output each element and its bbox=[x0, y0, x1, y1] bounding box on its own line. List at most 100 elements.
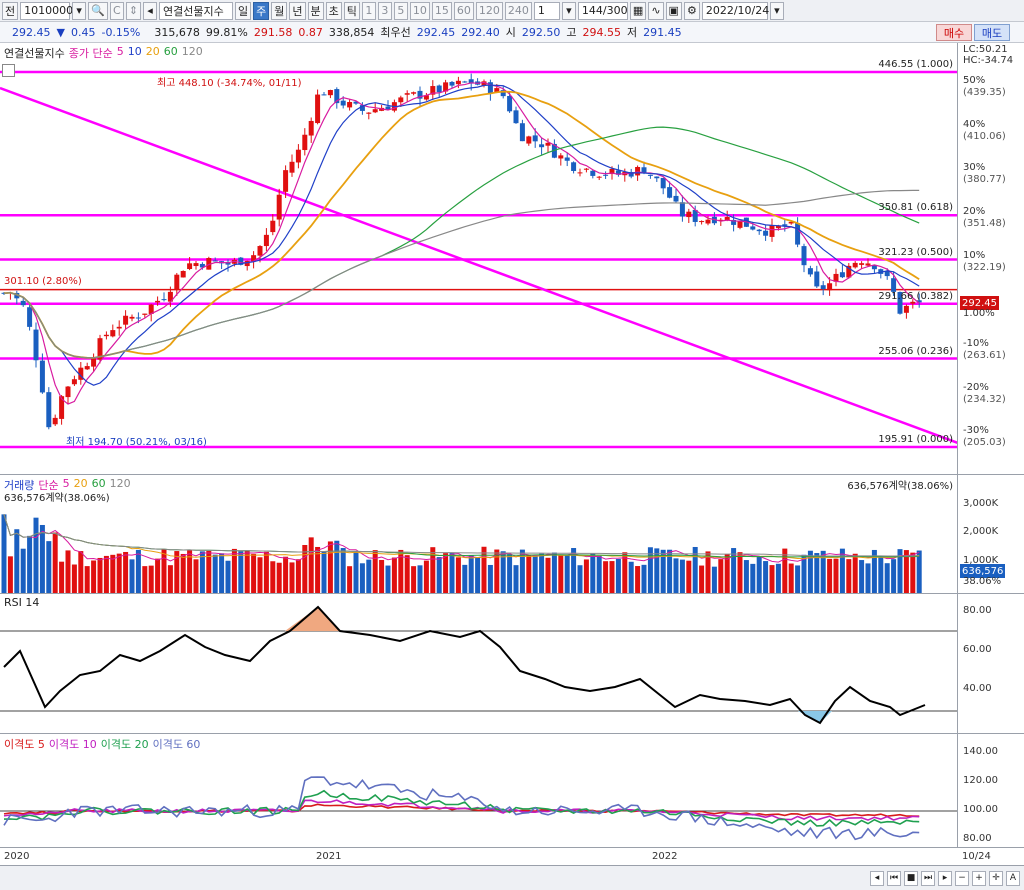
price-yaxis: LC:50.21 HC:-34.74 50% (439.35) 40% (410.06… bbox=[958, 43, 1024, 474]
volume-bar bbox=[251, 553, 257, 593]
price-ma-5: 5 bbox=[116, 45, 124, 58]
interval-120[interactable]: 120 bbox=[475, 1, 503, 20]
date-dropdown-icon[interactable]: ▾ bbox=[769, 1, 784, 20]
volume-right-note: 636,576계약(38.06%) bbox=[847, 481, 953, 492]
volume-bar bbox=[551, 552, 557, 593]
period-month[interactable]: 월 bbox=[271, 1, 288, 20]
zoom-plus-icon[interactable]: + bbox=[972, 870, 986, 886]
candle bbox=[142, 313, 148, 315]
sell-button[interactable]: 매도 bbox=[974, 24, 1010, 41]
stepper-icon[interactable]: ⇕ bbox=[125, 1, 142, 20]
candle bbox=[769, 225, 775, 237]
interval-5[interactable]: 5 bbox=[393, 1, 408, 20]
candle bbox=[775, 225, 781, 229]
candle bbox=[699, 221, 705, 223]
volume-bar bbox=[103, 555, 109, 593]
volume-bar bbox=[718, 559, 724, 593]
volume-bar bbox=[20, 548, 26, 593]
candle bbox=[161, 299, 167, 301]
scroll-first-icon[interactable]: ⏮ bbox=[887, 870, 901, 886]
indicator-icon[interactable]: ∿ bbox=[648, 1, 664, 20]
disparity-line bbox=[3, 799, 920, 821]
volume-bar bbox=[513, 565, 519, 593]
low-value: 291.45 bbox=[643, 25, 682, 39]
candle bbox=[667, 187, 673, 198]
candle bbox=[590, 170, 596, 176]
period-tick[interactable]: 틱 bbox=[343, 1, 360, 20]
chart-type-icon[interactable]: ▦ bbox=[629, 1, 647, 20]
compare-icon[interactable]: C bbox=[109, 1, 124, 20]
period-day[interactable]: 일 bbox=[235, 1, 252, 20]
volume-ylbl-1000k: 1,000K bbox=[963, 555, 999, 566]
candle bbox=[654, 176, 660, 179]
period-second[interactable]: 초 bbox=[325, 1, 342, 20]
scroll-last-icon[interactable]: ⏭ bbox=[921, 870, 935, 886]
candle bbox=[14, 292, 20, 299]
candle bbox=[283, 170, 289, 192]
candle bbox=[756, 229, 762, 232]
scroll-right-icon[interactable]: ▸ bbox=[938, 870, 952, 886]
open-interest: 338,854 bbox=[328, 25, 375, 39]
volume-bar bbox=[353, 552, 359, 593]
code-type-button[interactable]: 전 bbox=[2, 1, 19, 20]
candle bbox=[180, 270, 186, 278]
price-plot[interactable]: 연결선물지수 종가 단순 5 10 20 60 120 최고 448.10 (-… bbox=[0, 43, 958, 474]
price-pane[interactable]: 연결선물지수 종가 단순 5 10 20 60 120 최고 448.10 (-… bbox=[0, 43, 1024, 475]
disparity-ylbl-140: 140.00 bbox=[963, 746, 998, 757]
crosshair-icon[interactable]: ✛ bbox=[989, 870, 1003, 886]
moving-average-line bbox=[3, 84, 920, 386]
volume-plot[interactable]: 거래량 단순 5 20 60 120 636,576계약(38.06%) 636… bbox=[0, 475, 958, 593]
best-bid: 292.40 bbox=[461, 25, 500, 39]
disparity-line bbox=[3, 789, 920, 827]
scroll-stop-icon[interactable]: ■ bbox=[904, 870, 918, 886]
page-input[interactable]: 144/300 bbox=[577, 1, 628, 20]
interval-60[interactable]: 60 bbox=[453, 1, 474, 20]
period-week[interactable]: 주 bbox=[253, 1, 270, 20]
menu-icon[interactable]: ◂ bbox=[143, 1, 158, 20]
candle bbox=[199, 263, 205, 268]
moving-average-line bbox=[3, 126, 920, 359]
settings-icon[interactable]: ⚙ bbox=[683, 1, 700, 20]
interval-15[interactable]: 15 bbox=[431, 1, 452, 20]
interval-1[interactable]: 1 bbox=[361, 1, 376, 20]
candle bbox=[91, 358, 97, 367]
candle bbox=[123, 315, 129, 325]
count-input[interactable]: 1 bbox=[533, 1, 560, 20]
count-dropdown-icon[interactable]: ▾ bbox=[561, 1, 576, 20]
buy-button[interactable]: 매수 bbox=[936, 24, 972, 41]
disparity-ylbl-100: 100.00 bbox=[963, 804, 998, 815]
volume-pane[interactable]: 거래량 단순 5 20 60 120 636,576계약(38.06%) 636… bbox=[0, 475, 1024, 594]
volume-bar bbox=[577, 565, 583, 593]
volume-bar bbox=[436, 557, 442, 593]
interval-10[interactable]: 10 bbox=[409, 1, 430, 20]
disparity-pane[interactable]: 이격도 5 이격도 10 이격도 20 이격도 60 140.00 120.00… bbox=[0, 734, 1024, 848]
open-label: 시 bbox=[505, 26, 516, 39]
volume-ma-120: 120 bbox=[109, 477, 131, 490]
scroll-left-icon[interactable]: ◂ bbox=[870, 870, 884, 886]
date-input[interactable]: 2022/10/24 bbox=[701, 1, 769, 20]
period-minute[interactable]: 분 bbox=[307, 1, 324, 20]
pane-toggle-icon[interactable] bbox=[2, 64, 15, 77]
volume-bar bbox=[673, 558, 679, 593]
rsi-yaxis: 80.00 60.00 40.00 bbox=[958, 594, 1024, 733]
candle bbox=[455, 80, 461, 85]
rsi-ylbl-80: 80.00 bbox=[963, 605, 992, 616]
candle bbox=[782, 224, 788, 226]
volume-bar bbox=[225, 560, 231, 593]
code-dropdown-icon[interactable]: ▾ bbox=[72, 1, 87, 20]
rsi-pane[interactable]: RSI 14 80.00 60.00 40.00 bbox=[0, 594, 1024, 734]
drawing-icon[interactable]: A bbox=[1006, 870, 1020, 886]
zoom-minus-icon[interactable]: − bbox=[955, 870, 969, 886]
interval-240[interactable]: 240 bbox=[504, 1, 532, 20]
disparity-plot[interactable]: 이격도 5 이격도 10 이격도 20 이격도 60 bbox=[0, 734, 958, 847]
rsi-ylbl-60: 60.00 bbox=[963, 644, 992, 655]
search-icon[interactable]: 🔍 bbox=[88, 1, 108, 20]
save-icon[interactable]: ▣ bbox=[665, 1, 682, 20]
rsi-plot[interactable]: RSI 14 bbox=[0, 594, 958, 733]
period-year[interactable]: 년 bbox=[289, 1, 306, 20]
volume-bar bbox=[756, 556, 762, 593]
code-input[interactable]: 10100000 bbox=[20, 1, 80, 20]
volume-bar bbox=[308, 537, 314, 593]
interval-3[interactable]: 3 bbox=[377, 1, 392, 20]
candle bbox=[135, 317, 141, 319]
